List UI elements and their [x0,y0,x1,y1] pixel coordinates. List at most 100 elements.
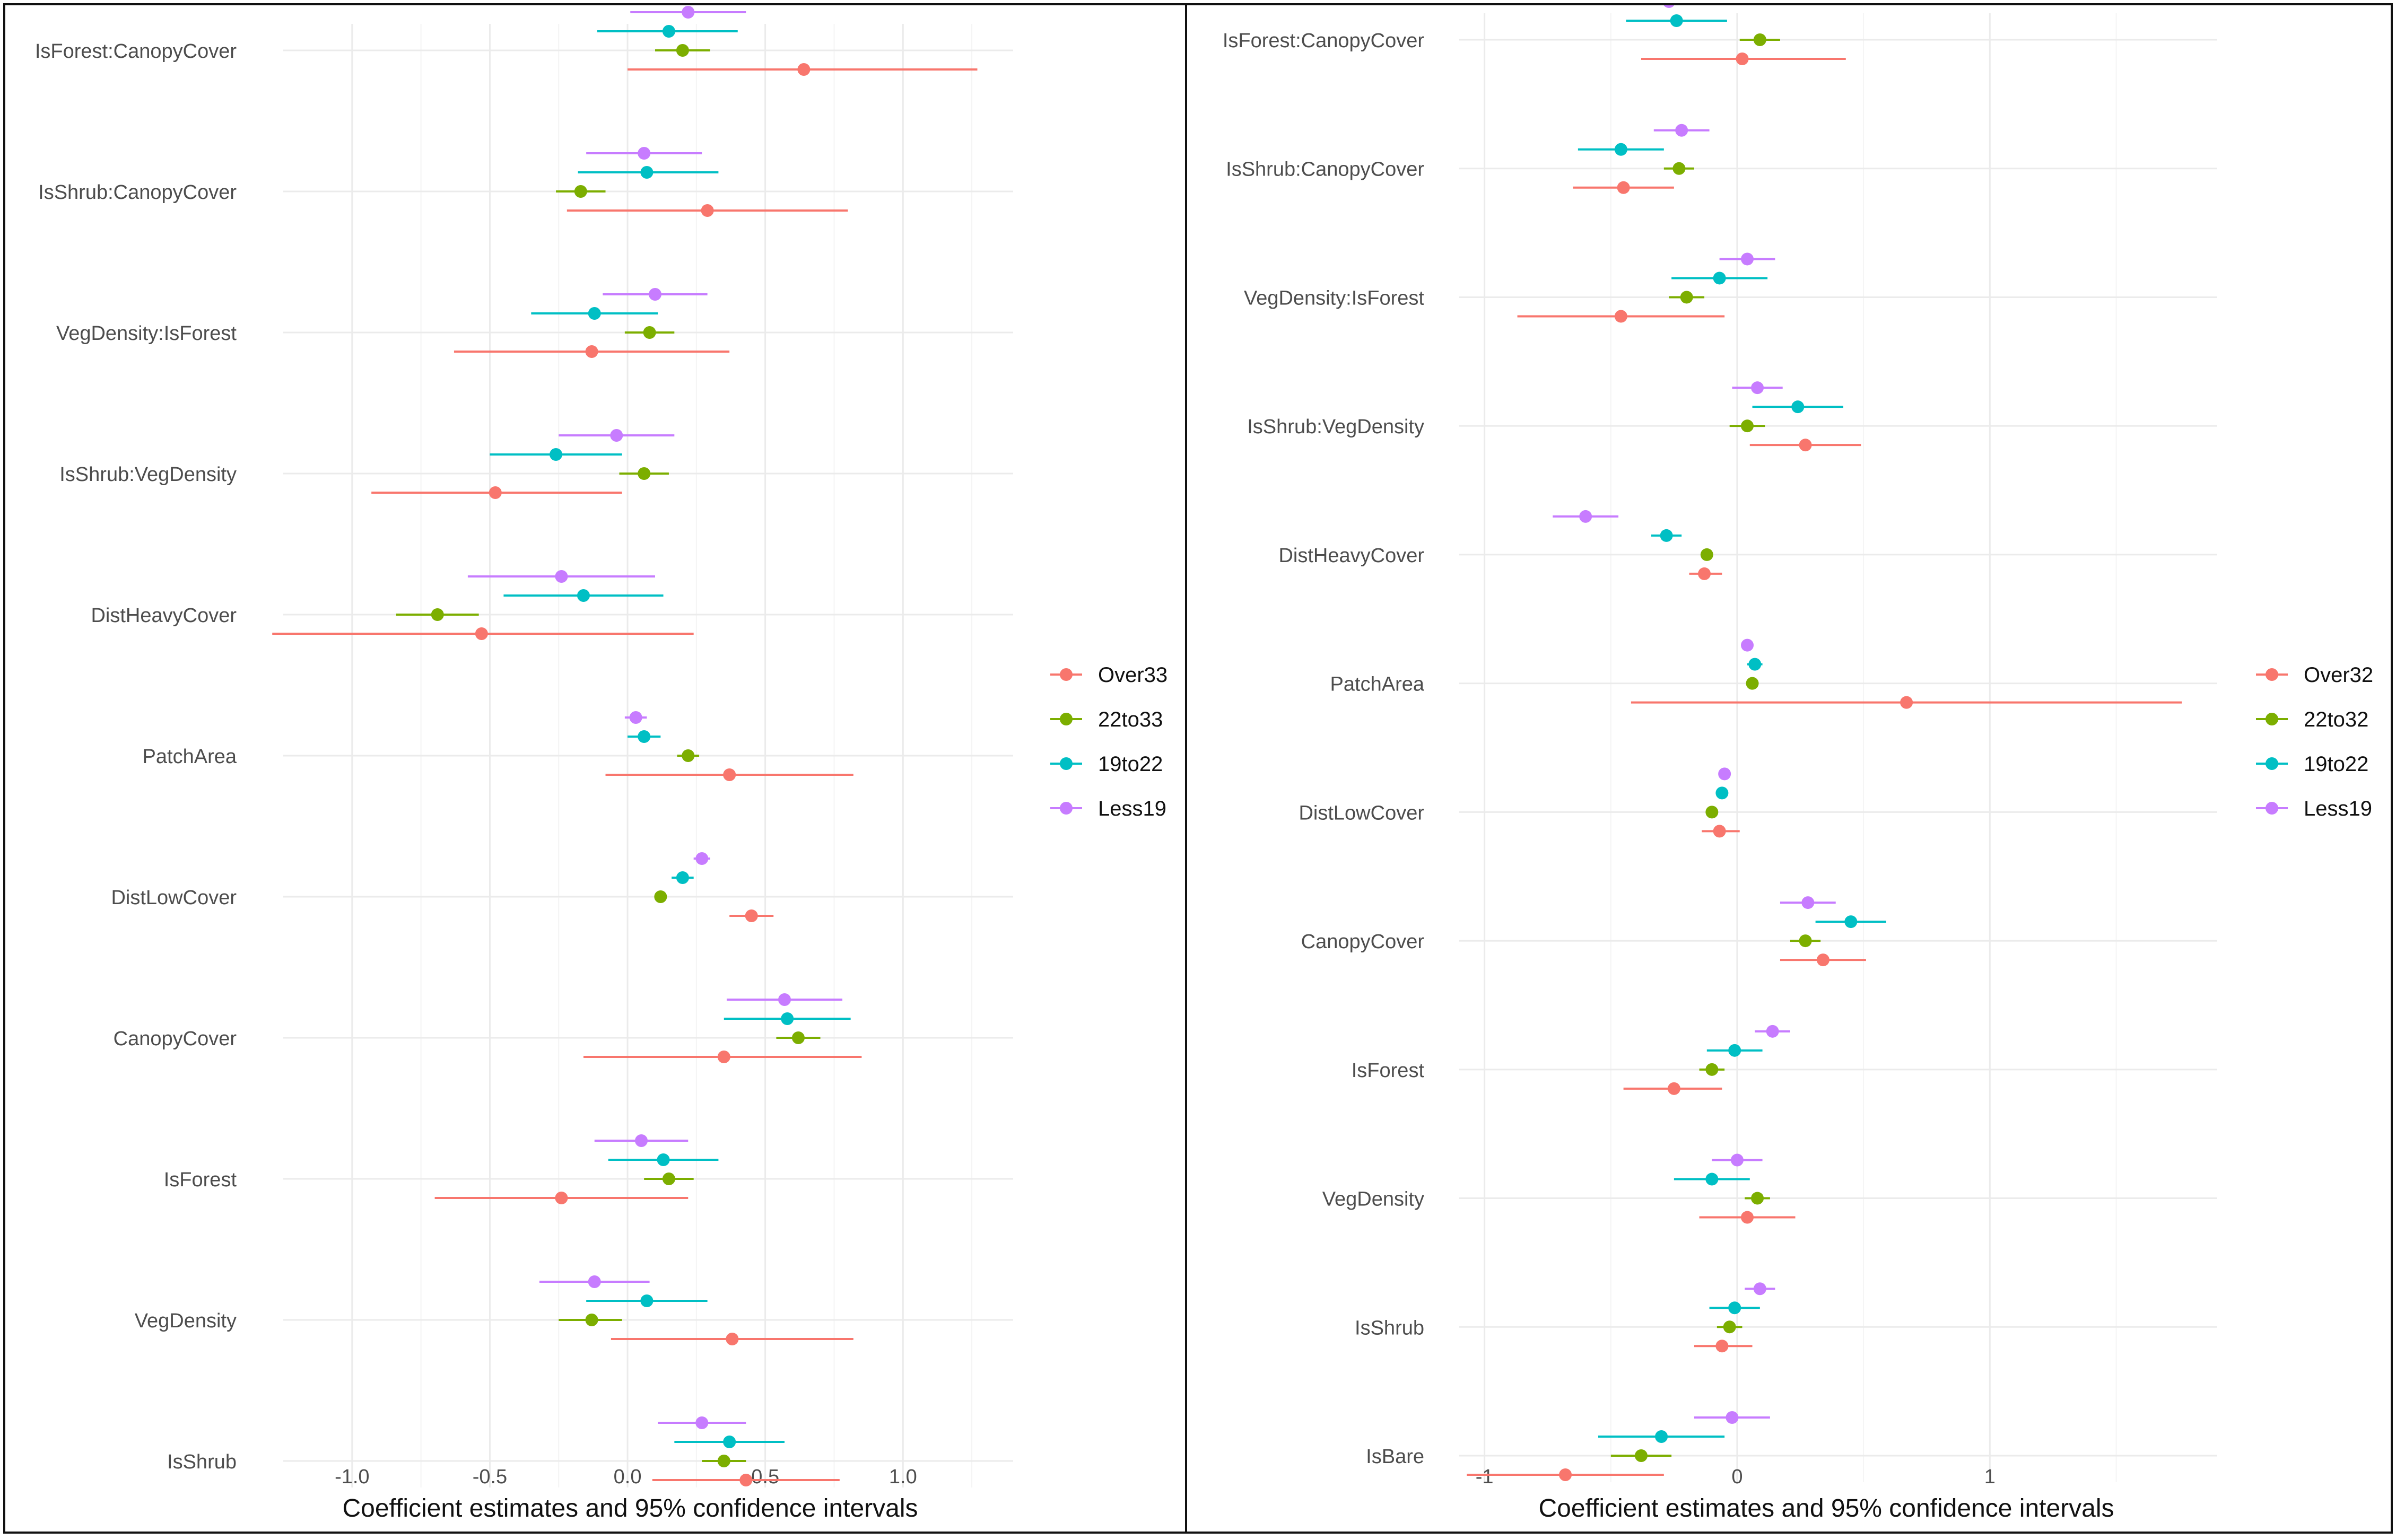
y-tick-label: IsBare [1366,1446,1424,1468]
estimate-point [1791,400,1805,414]
estimate-point [723,1436,736,1448]
estimate-point [1559,1468,1572,1481]
estimate-point [739,1474,753,1486]
y-tick-label: IsForest [1352,1060,1425,1082]
legend-key-dot [2266,757,2278,770]
estimate-point [574,185,587,198]
estimate-point [797,63,811,76]
estimate-point [1753,33,1766,46]
x-tick-label: 1.0 [889,1466,917,1488]
estimate-point [555,1192,568,1204]
estimate-point [638,467,651,480]
y-tick-label: CanopyCover [114,1028,237,1050]
y-tick-label: DistHeavyCover [91,605,237,627]
estimate-point [1799,439,1812,452]
estimate-point [701,204,714,217]
estimate-point [1718,767,1731,781]
estimate-point [1753,1282,1766,1296]
estimate-point [1751,1192,1764,1205]
estimate-point [662,1172,675,1185]
estimate-point [1801,896,1815,909]
estimate-point [1672,162,1686,175]
estimate-point [1799,934,1812,948]
estimate-point [1816,953,1829,967]
y-tick-label: IsShrub:CanopyCover [1226,159,1424,181]
estimate-point [682,6,695,19]
estimate-point [1726,1411,1739,1424]
estimate-point [781,1012,794,1025]
estimate-point [475,627,488,640]
estimate-point [643,326,656,339]
legend-key-dot [1060,713,1073,725]
estimate-point [695,1416,709,1429]
x-tick-label: -0.5 [473,1466,507,1488]
estimate-point [638,730,651,743]
estimate-point [1614,143,1627,156]
estimate-point [1741,419,1754,433]
estimate-point [638,147,651,160]
legend-label: 22to33 [1098,708,1163,731]
estimate-point [629,711,642,724]
estimate-point [1680,291,1693,304]
legend-key-dot [1060,757,1073,770]
estimate-point [1748,658,1762,671]
legend-label: Less19 [2304,797,2372,820]
estimate-point [550,448,563,461]
estimate-point [588,1275,601,1288]
estimate-point [717,1455,730,1467]
y-tick-label: VegDensity [135,1310,237,1332]
estimate-point [657,1153,670,1166]
estimate-point [489,486,502,499]
estimate-point [588,307,601,320]
x-tick-label: 0.0 [614,1466,642,1488]
legend-key-dot [2266,713,2278,725]
estimate-point [610,429,623,442]
y-tick-label: IsShrub:VegDensity [1247,416,1424,438]
estimate-point [695,852,709,865]
estimate-point [1617,181,1630,194]
estimate-point [1741,638,1754,652]
estimate-point [745,909,758,922]
y-tick-label: IsShrub [167,1451,237,1473]
estimate-point [1900,696,1913,709]
y-tick-label: PatchArea [1330,673,1425,696]
estimate-point [778,993,791,1006]
estimate-point [662,25,675,38]
estimate-point [1741,1211,1754,1224]
estimate-point [1614,310,1627,323]
y-tick-label: VegDensity:IsForest [1244,287,1424,309]
estimate-point [1751,381,1764,395]
y-tick-label: DistLowCover [1299,802,1424,824]
y-tick-label: DistHeavyCover [1278,545,1424,567]
legend-label: Over32 [2304,663,2373,687]
estimate-point [1728,1301,1741,1315]
estimate-point [1713,272,1726,285]
estimate-point [676,44,689,57]
legend-key-dot [1060,802,1073,815]
x-tick-label: -1.0 [335,1466,369,1488]
estimate-point [1746,677,1759,690]
estimate-point [577,589,590,602]
y-tick-label: IsShrub:CanopyCover [38,181,237,204]
estimate-point [1705,806,1719,819]
estimate-point [640,1294,654,1307]
estimate-point [726,1333,739,1345]
legend-label: 22to32 [2304,708,2368,731]
y-tick-label: PatchArea [143,746,237,768]
left-panel: IsForest:CanopyCover IsShrub:CanopyCover V… [3,3,1188,1534]
y-tick-label: IsShrub:VegDensity [59,463,237,486]
y-tick-label: IsForest [164,1169,237,1191]
estimate-point [1698,567,1711,580]
x-tick-label: 0 [1731,1466,1742,1488]
estimate-point [1736,52,1749,65]
estimate-point [1713,825,1726,838]
estimate-point [1655,1430,1668,1443]
y-tick-label: DistLowCover [111,887,237,909]
estimate-point [1715,1340,1729,1353]
estimate-point [585,1314,598,1326]
estimate-point [1700,548,1713,561]
estimate-point [1705,1063,1719,1076]
x-axis-title: Coefficient estimates and 95% confidence… [342,1494,918,1522]
estimate-point [635,1134,648,1147]
estimate-point [717,1051,730,1063]
